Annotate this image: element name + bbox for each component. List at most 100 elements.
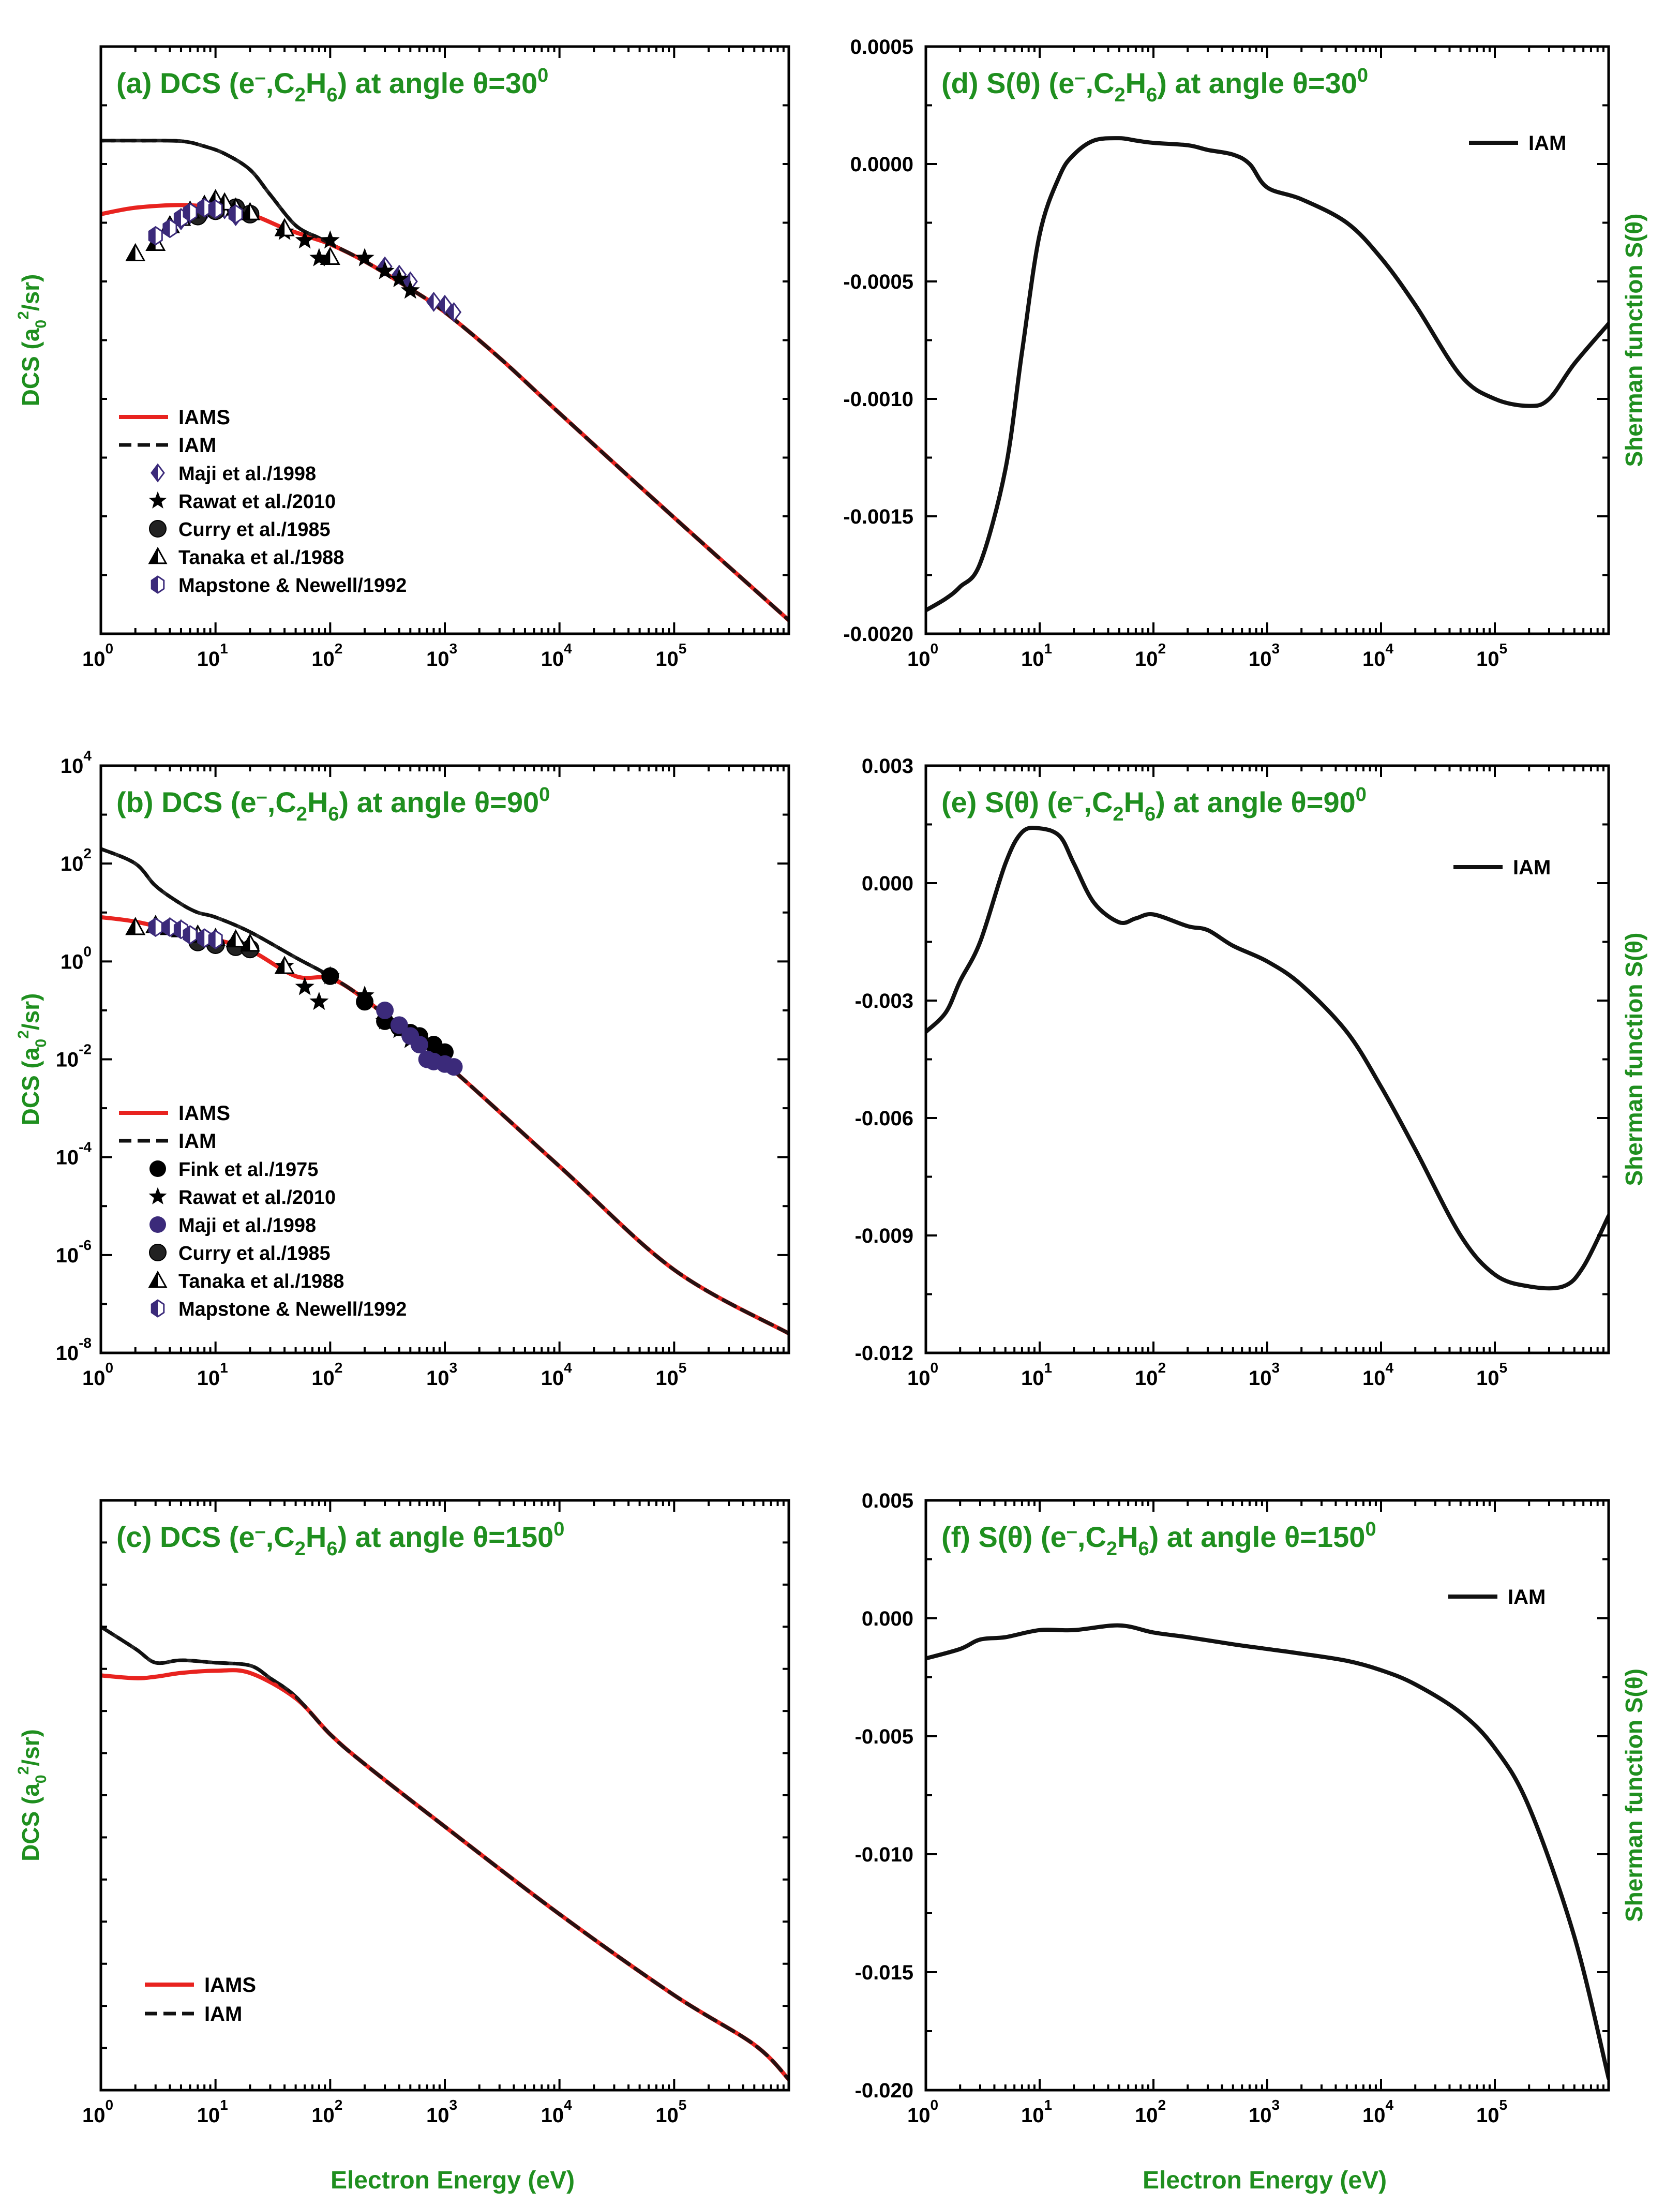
x-tick-exp: 3 [449,1360,457,1376]
data-point [320,246,340,265]
x-tick-base: 10 [82,648,106,671]
title-text: ) at angle θ=90 [1156,786,1356,818]
y-axis-label: DCS (a02/sr) [15,993,50,1126]
y-tick-label: 0.000 [862,872,913,895]
x-tick-exp: 5 [1499,2097,1507,2113]
x-tick-label: 100 [907,640,938,671]
x-tick-exp: 3 [1271,640,1280,657]
x-tick-label: 105 [655,640,686,671]
data-point [228,204,243,224]
x-tick-base: 10 [1021,648,1044,671]
y-tick-label: -0.003 [855,990,913,1012]
title-text: ) at angle θ=150 [337,1521,553,1553]
title-sup: – [255,1521,266,1542]
legend-label: Mapstone & Newell/1992 [178,575,407,597]
panel-d: 100 101 102 103 104 105-0.0020-0.0015-0.0010-… [843,36,1647,671]
title-sup: 0 [1365,1518,1376,1540]
title-text: ,C [1077,1521,1106,1553]
y-tick-label: -0.0015 [843,505,913,528]
series-layer [926,825,1609,1291]
legend-label: Maji et al./1998 [178,463,316,485]
x-tick-base: 10 [1135,1367,1158,1390]
x-tick-label: 103 [426,2097,457,2127]
ylabel-sub: 0 [33,1775,50,1783]
x-tick-label: 104 [541,640,573,671]
data-point-fill [174,920,181,938]
data-point [355,985,374,1004]
y-tick-label: 10-8 [56,1335,92,1365]
data-point [295,977,314,995]
legend-label: IAM [1508,1586,1546,1608]
y-tick-label: 104 [61,748,92,778]
y-tick-label: -0.020 [855,2079,913,2102]
legend-label: Fink et al./1975 [178,1159,318,1181]
y-tick-exp: -6 [79,1237,92,1253]
y-tick-base: 10 [56,1342,79,1365]
y-tick-label: -0.005 [855,1725,913,1748]
y-tick-base: 10 [56,1146,79,1169]
title-text: (b) DCS (e [116,786,257,818]
x-tick-label: 105 [655,1360,686,1390]
legend-label: IAM [1513,856,1551,879]
legend-label: Rawat et al./2010 [178,491,336,513]
data-point [320,966,340,985]
data-point-fill [126,918,136,934]
legend-marker [151,463,165,483]
data-point-fill [276,219,285,236]
title-text: ) at angle θ=150 [1149,1521,1366,1553]
ylabel-sub: 0 [33,320,50,329]
title-text: H [306,1521,326,1553]
x-tick-base: 10 [1135,2104,1158,2127]
x-tick-base: 10 [197,2104,220,2127]
panel-b: 100 101 102 103 104 10510-810-610-410-2100102… [15,748,790,1390]
title-sup: – [255,67,266,88]
series-line-iam [926,136,1609,613]
plot-frame [924,45,1610,635]
x-tick-exp: 0 [105,2097,113,2113]
title-sub: 6 [1146,84,1157,106]
title-sub: 6 [1145,803,1156,825]
x-tick-exp: 2 [335,640,343,657]
ylabel-text: /sr) [17,993,44,1031]
x-tick-label: 104 [541,1360,573,1390]
x-tick-label: 103 [426,640,457,671]
series-layer [926,1623,1609,2081]
data-point [162,917,177,937]
x-tick-exp: 3 [449,640,457,657]
data-point [320,230,340,249]
title-text: ,C [266,1521,295,1553]
x-axis-label-left: Electron Energy (eV) [331,2167,575,2194]
legend-marker [151,575,165,594]
y-axis-label: Sherman function S(θ) [1621,933,1647,1186]
x-tick-base: 10 [1362,1367,1386,1390]
ylabel-sup: 2 [15,311,32,320]
data-point [309,248,329,266]
x-tick-base: 10 [655,1367,679,1390]
x-tick-exp: 3 [1271,1360,1280,1376]
x-tick-base: 10 [1021,1367,1044,1390]
chart-title: (c) DCS (e–,C2H6) at angle θ=1500 [116,1518,564,1560]
data-point [389,269,409,288]
chart-title: (a) DCS (e–,C2H6) at angle θ=300 [116,65,548,106]
data-point [376,1001,394,1019]
data-point [274,218,295,236]
data-point [437,294,453,315]
title-sup: 0 [1357,65,1368,86]
title-text: ) at angle θ=30 [1157,67,1357,99]
x-tick-base: 10 [907,648,931,671]
data-point-fill [183,926,190,944]
title-sup: 0 [539,784,550,806]
x-tick-label: 103 [426,1360,457,1390]
x-tick-base: 10 [1476,1367,1499,1390]
x-tick-exp: 4 [1385,640,1393,657]
x-tick-exp: 0 [930,640,938,657]
y-tick-base: 10 [61,853,84,875]
x-tick-exp: 1 [220,1360,228,1376]
ylabel-text: DCS (a [17,328,44,406]
title-sub: 6 [1138,1538,1149,1560]
legend-marker [148,491,167,509]
x-tick-base: 10 [1249,648,1272,671]
x-tick-label: 101 [1021,2097,1052,2127]
x-tick-exp: 3 [1271,2097,1280,2113]
title-sub: 2 [295,1538,306,1560]
